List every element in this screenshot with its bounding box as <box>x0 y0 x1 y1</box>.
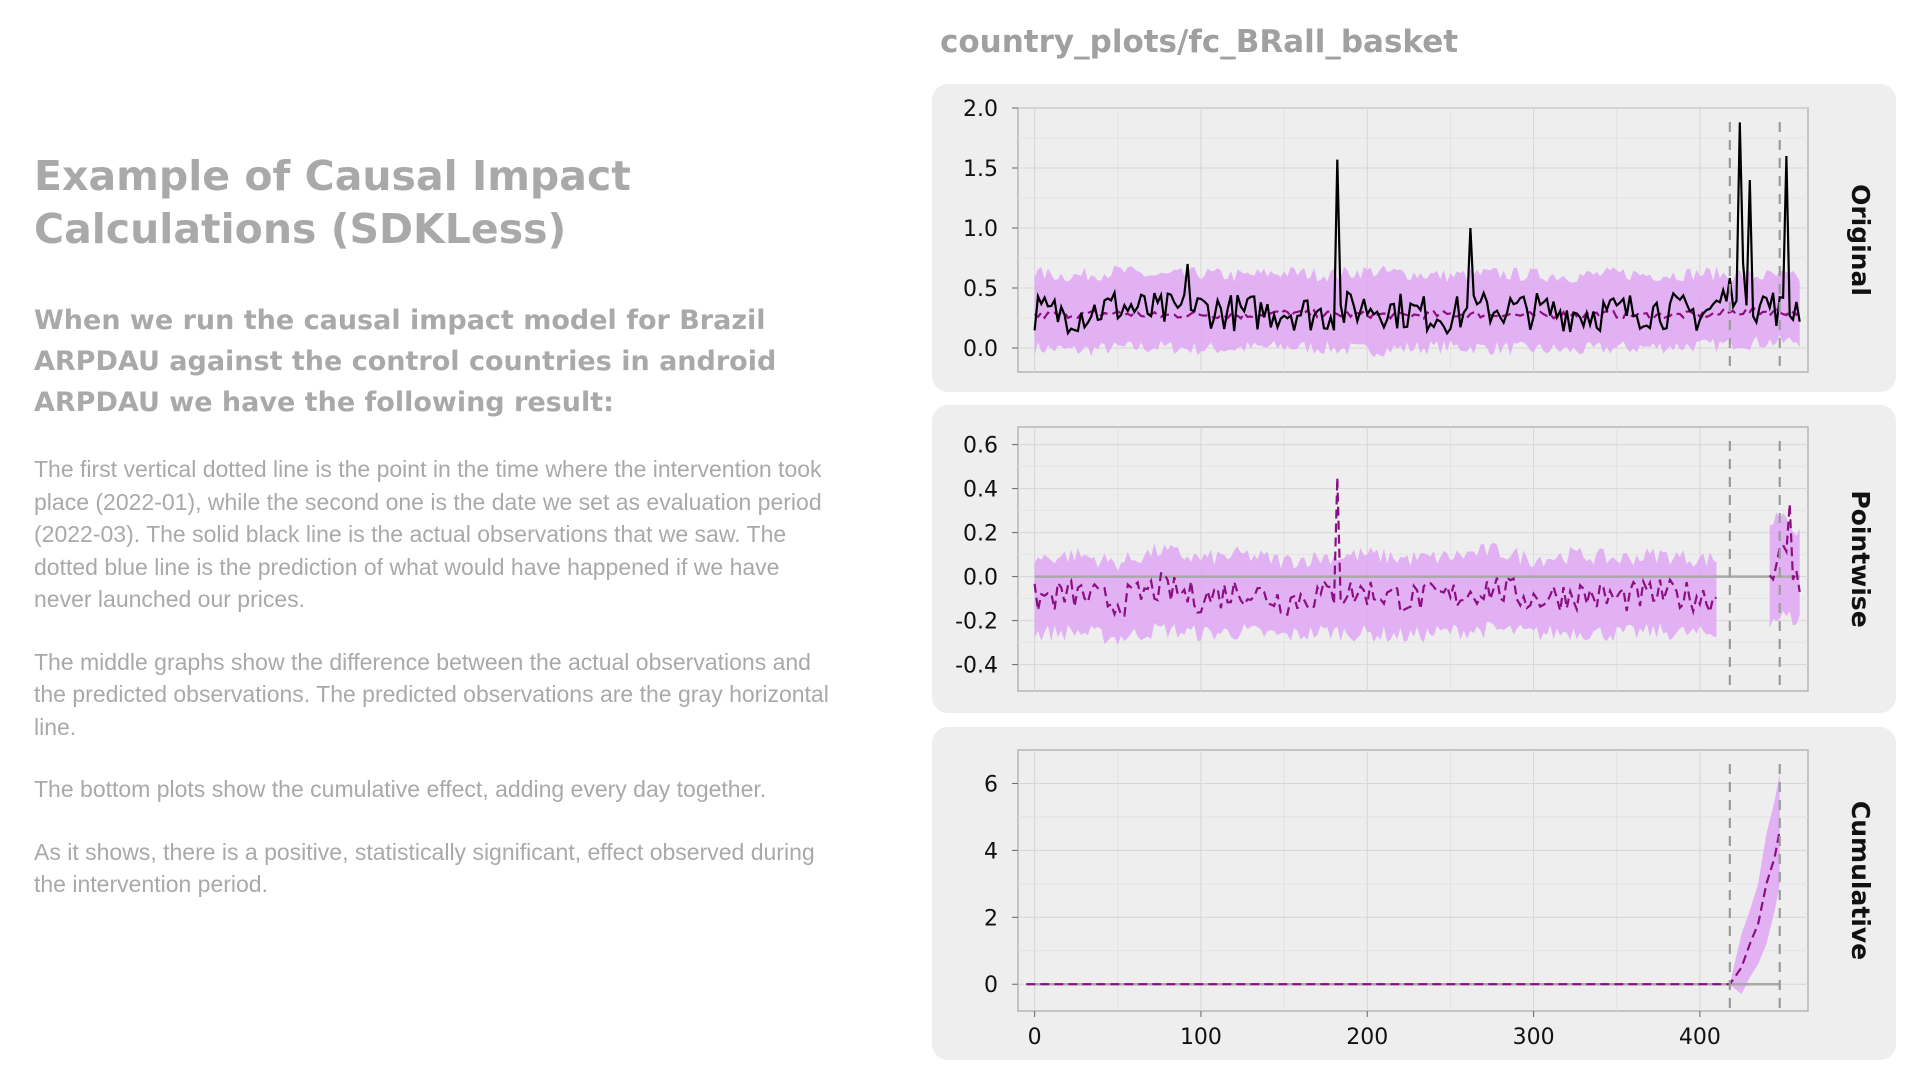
actual-line-original <box>1033 122 1801 336</box>
y-tick-label-cumulative-0: 0 <box>984 973 998 998</box>
facet-label-cumulative: Cumulative <box>1846 801 1875 960</box>
facet-label-original: Original <box>1846 184 1875 296</box>
y-tick-label-pointwise-5: 0.6 <box>963 434 998 459</box>
y-tick-label-cumulative-2: 4 <box>984 839 998 864</box>
y-tick-label-pointwise-3: 0.2 <box>963 522 998 547</box>
text-column: Example of Causal Impact Calculations (S… <box>34 150 834 901</box>
confidence-band-original-0 <box>1034 265 1800 358</box>
y-tick-label-pointwise-1: -0.2 <box>955 610 998 635</box>
prediction-line-original-0 <box>1033 305 1801 321</box>
prediction-line-pointwise-1 <box>1768 503 1801 593</box>
confidence-band-pointwise-0 <box>1034 542 1717 645</box>
y-tick-label-pointwise-0: -0.4 <box>955 654 998 679</box>
y-tick-label-pointwise-2: 0.0 <box>963 566 998 591</box>
y-tick-label-pointwise-4: 0.4 <box>963 478 998 503</box>
x-tick-label-4: 400 <box>1679 1025 1721 1050</box>
band-group-original <box>1034 265 1800 358</box>
y-tick-label-cumulative-3: 6 <box>984 772 998 797</box>
x-tick-label-0: 0 <box>1028 1025 1042 1050</box>
x-tick-label-1: 100 <box>1180 1025 1222 1050</box>
y-tick-label-original-3: 1.5 <box>963 157 998 182</box>
paragraph-vertical-lines: The first vertical dotted line is the po… <box>34 456 822 612</box>
x-tick-label-3: 300 <box>1513 1025 1555 1050</box>
lead-paragraph: When we run the causal impact model for … <box>34 305 777 418</box>
prediction-line-pointwise-0 <box>1033 477 1717 618</box>
chart-title: country_plots/fc_BRall_basket <box>940 24 1459 60</box>
paragraph-bottom-plots: The bottom plots show the cumulative eff… <box>34 776 767 802</box>
y-tick-label-original-1: 0.5 <box>963 277 998 302</box>
y-tick-label-original-0: 0.0 <box>963 337 998 362</box>
y-tick-label-original-4: 2.0 <box>963 97 998 122</box>
facet-label-pointwise: Pointwise <box>1846 490 1875 627</box>
panel-pointwise: -0.4 -0.2 0.0 0.2 0.4 0.6 Pointwise <box>932 405 1896 713</box>
paragraph-middle-graphs: The middle graphs show the difference be… <box>34 648 829 740</box>
y-tick-label-original-2: 1.0 <box>963 217 998 242</box>
panel-cumulative: 0 2 4 6 Cumulative <box>932 727 1896 1060</box>
slide-title: Example of Causal Impact Calculations (S… <box>34 152 631 253</box>
plot-area-cumulative <box>1017 749 1809 1012</box>
x-tick-label-2: 200 <box>1346 1025 1388 1050</box>
paragraph-conclusion: As it shows, there is a positive, statis… <box>34 838 815 898</box>
panel-original: 0.0 0.5 1.0 1.5 2.0 Original <box>932 84 1896 392</box>
y-tick-label-cumulative-1: 2 <box>984 906 998 931</box>
